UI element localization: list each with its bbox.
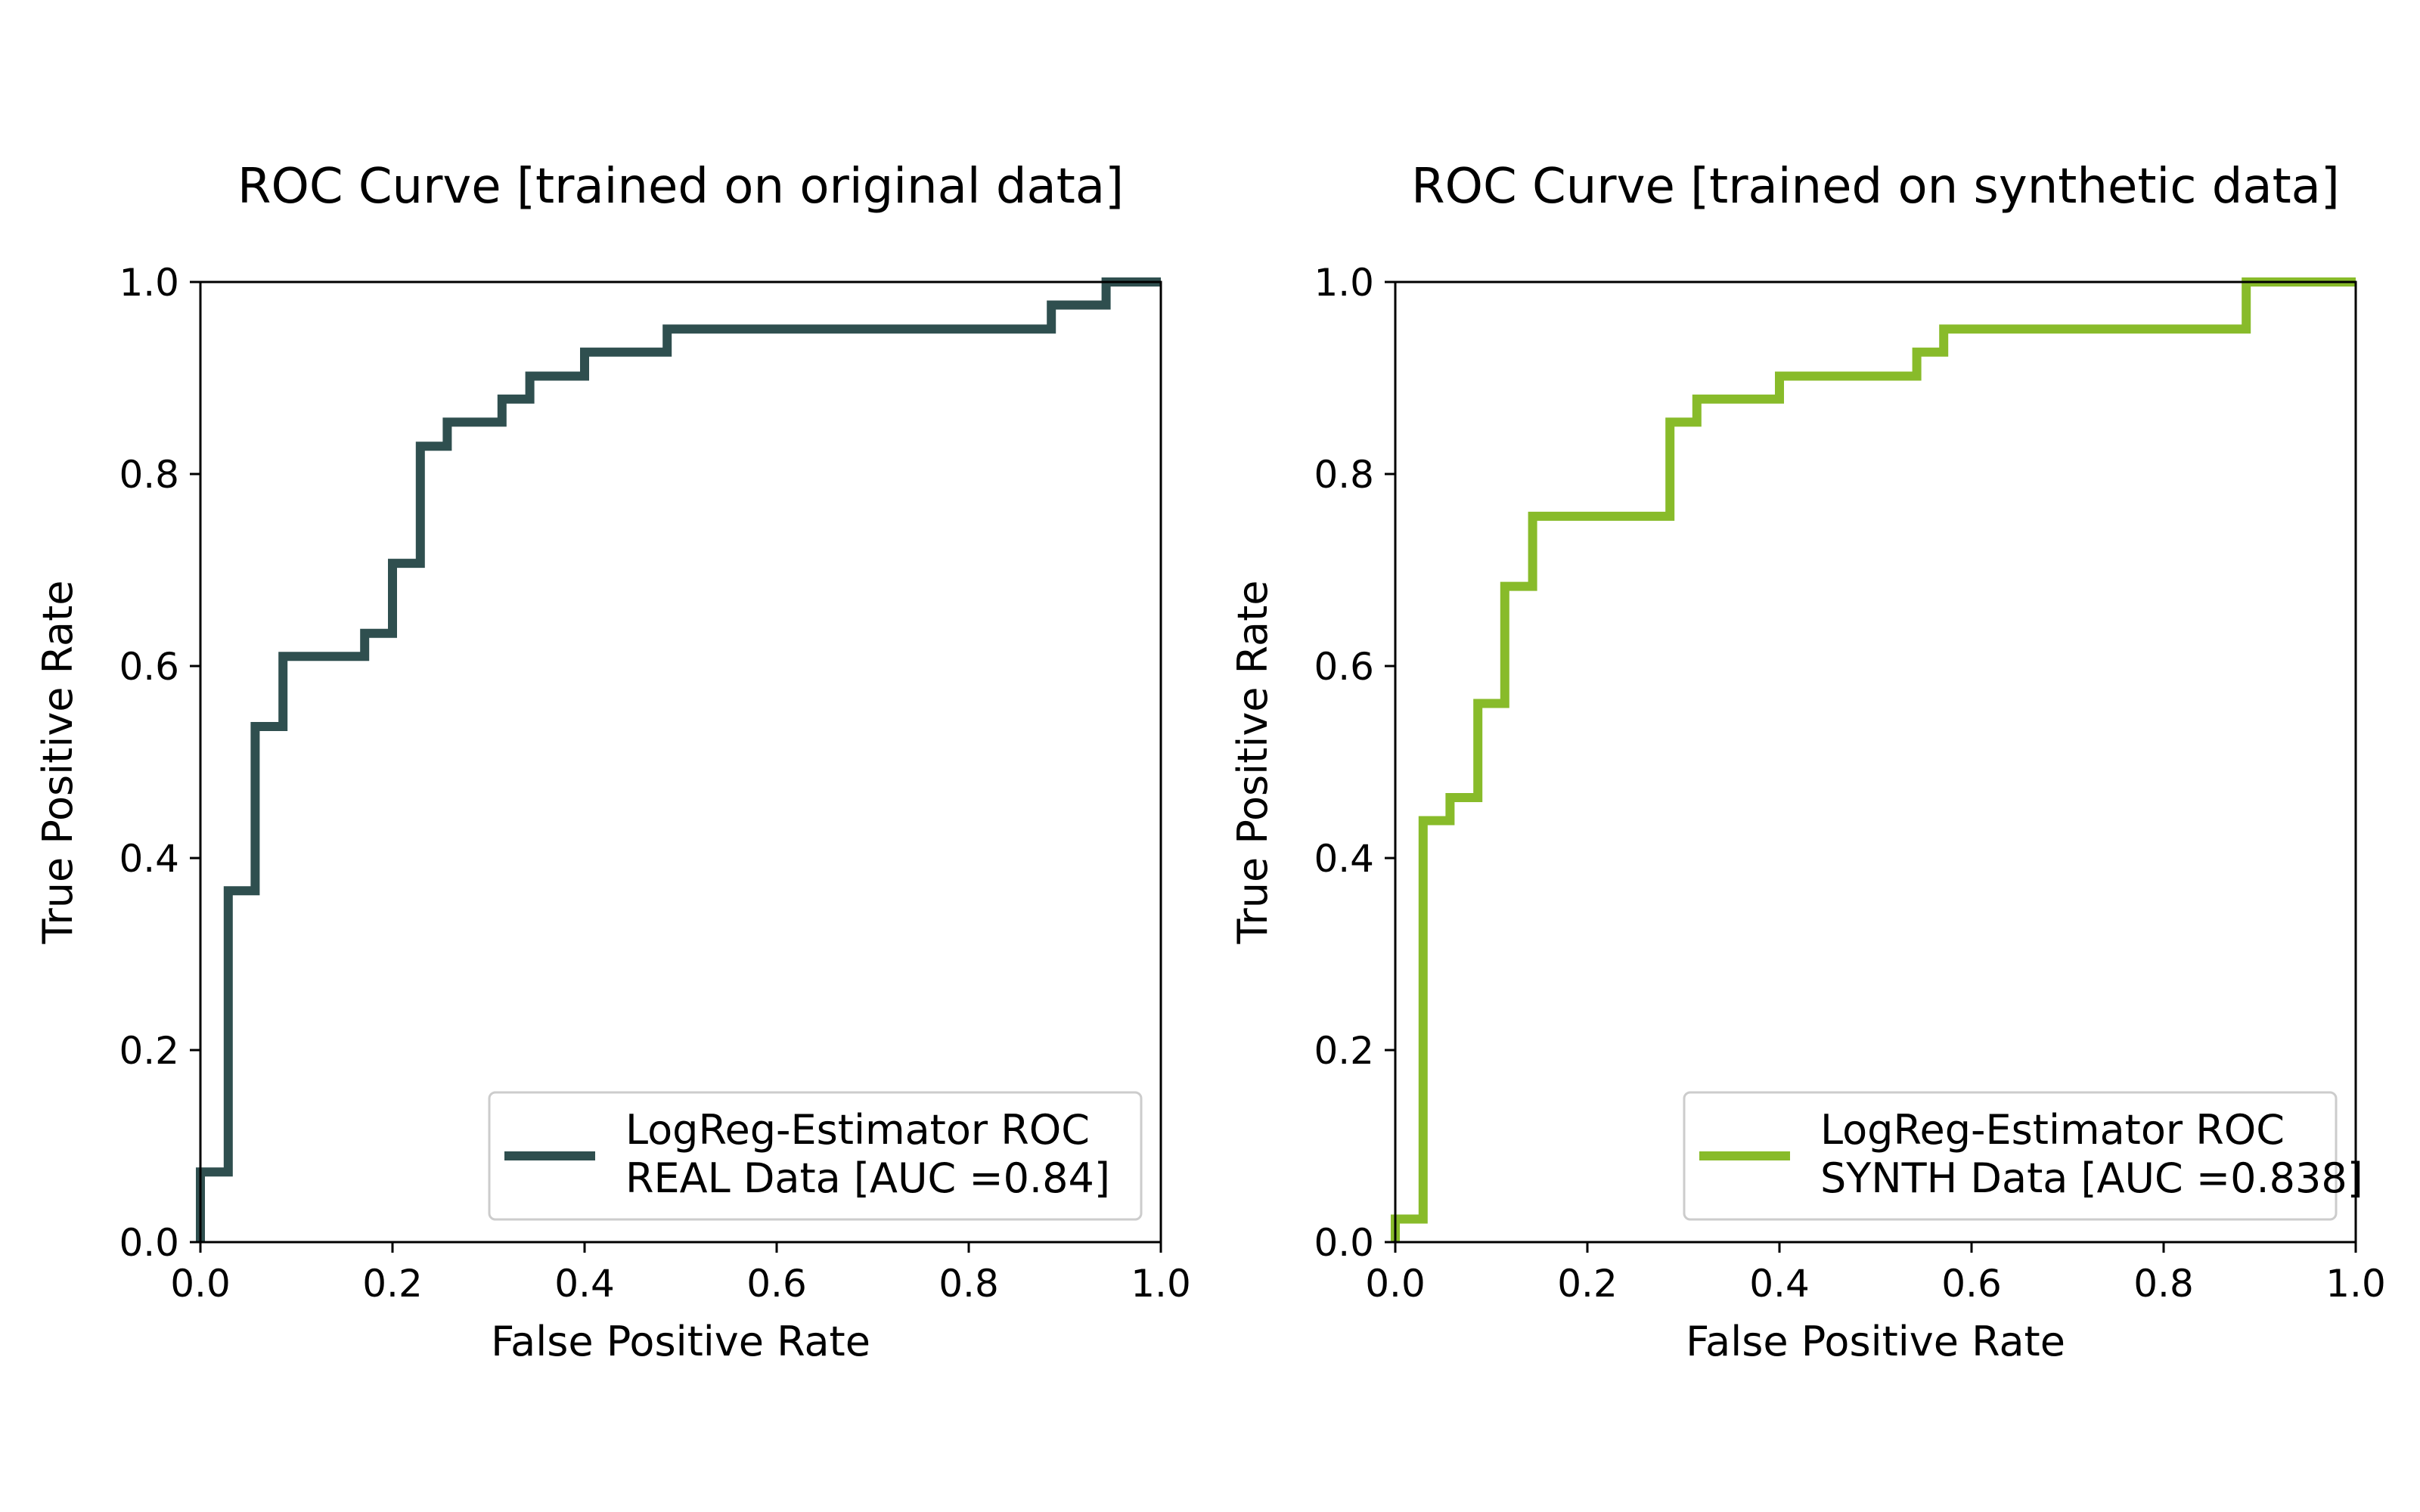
x-tick-label: 0.6 (1941, 1262, 2002, 1306)
x-tick-label: 0.0 (1365, 1262, 1426, 1306)
y-tick-label: 0.0 (1314, 1221, 1374, 1265)
x-tick-label: 1.0 (2325, 1262, 2386, 1306)
y-axis-label: True Positive Rate (34, 580, 82, 944)
legend-label-line1: LogReg-Estimator ROC (1820, 1106, 2285, 1154)
x-axis-label: False Positive Rate (1686, 1318, 2065, 1365)
x-tick-label: 0.2 (1557, 1262, 1618, 1306)
x-tick-label: 0.0 (170, 1262, 231, 1306)
x-tick-label: 0.8 (939, 1262, 999, 1306)
legend-label-line2: REAL Data [AUC =0.84] (625, 1154, 1110, 1202)
x-axis-label: False Positive Rate (491, 1318, 870, 1365)
y-tick-label: 1.0 (1314, 261, 1374, 305)
y-tick-label: 0.4 (1314, 837, 1374, 881)
x-tick-label: 1.0 (1131, 1262, 1191, 1306)
x-tick-label: 0.4 (554, 1262, 615, 1306)
roc-curve-series-0 (196, 277, 1161, 1242)
roc-curve-series-0 (1391, 277, 2356, 1242)
y-tick-label: 0.8 (1314, 453, 1374, 497)
y-tick-label: 0.2 (119, 1029, 179, 1073)
roc-panel-synthetic: ROC Curve [trained on synthetic data] 0.0… (1229, 159, 2386, 1365)
roc-panel-original: ROC Curve [trained on original data]0.0 0… (34, 159, 1191, 1365)
x-tick-label: 0.8 (2133, 1262, 2194, 1306)
x-tick-label: 0.4 (1749, 1262, 1810, 1306)
y-tick-label: 0.2 (1314, 1029, 1374, 1073)
y-tick-label: 0.6 (119, 645, 179, 689)
y-tick-label: 0.8 (119, 453, 179, 497)
legend-box (488, 1091, 1143, 1221)
y-tick-label: 0.6 (1314, 645, 1374, 689)
plot-frame (1394, 280, 2357, 1244)
chart-title: ROC Curve [trained on synthetic data] (1411, 159, 2340, 215)
legend-label-line1: LogReg-Estimator ROC (625, 1106, 1090, 1154)
x-tick-label: 0.6 (746, 1262, 807, 1306)
y-tick-label: 1.0 (119, 261, 179, 305)
x-tick-label: 0.2 (362, 1262, 423, 1306)
plot-frame (199, 280, 1162, 1244)
y-tick-label: 0.0 (119, 1221, 179, 1265)
chart-title: ROC Curve [trained on original data] (237, 159, 1124, 215)
y-axis-label: True Positive Rate (1229, 580, 1277, 944)
legend-box (1683, 1091, 2338, 1221)
y-tick-label: 0.4 (119, 837, 179, 881)
legend-label-line2: SYNTH Data [AUC =0.838] (1820, 1154, 2363, 1202)
